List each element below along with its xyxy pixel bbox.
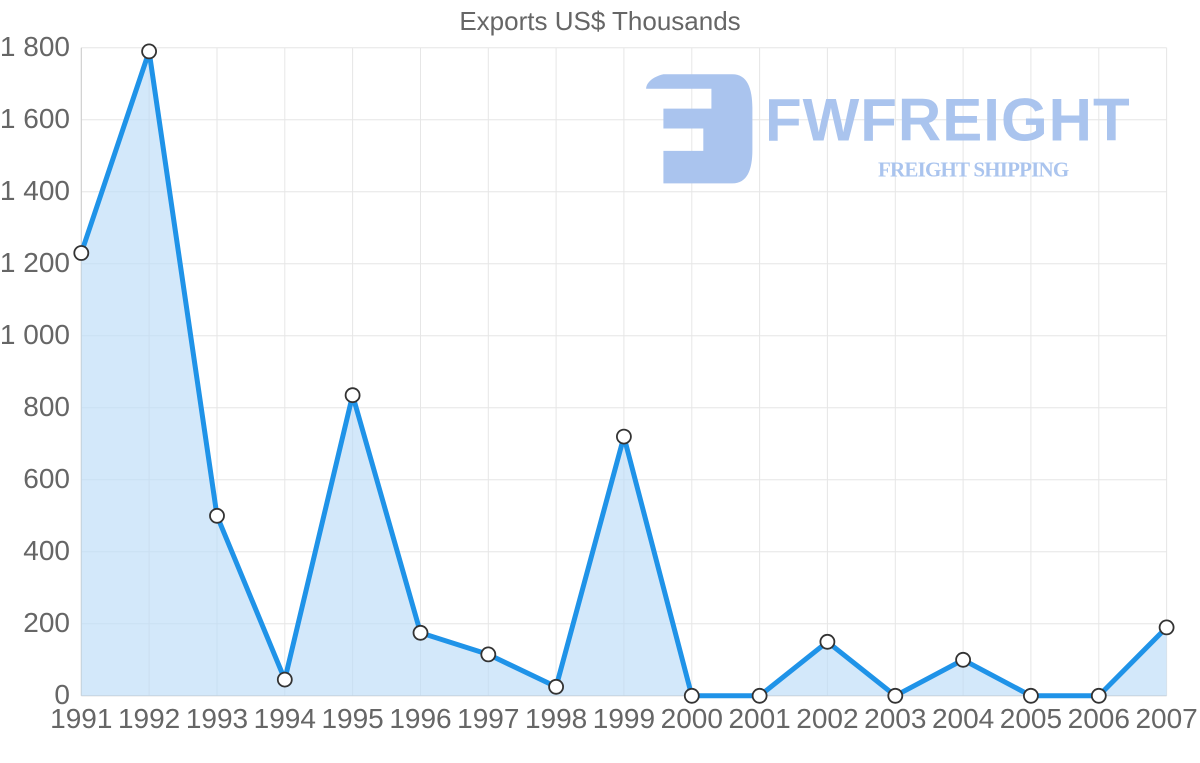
svg-text:1995: 1995: [321, 703, 383, 734]
svg-text:FREIGHT SHIPPING: FREIGHT SHIPPING: [878, 158, 1069, 182]
svg-text:2007: 2007: [1135, 703, 1197, 734]
svg-text:1 400: 1 400: [0, 175, 70, 206]
svg-text:2005: 2005: [1000, 703, 1062, 734]
svg-text:1998: 1998: [525, 703, 587, 734]
svg-text:1996: 1996: [389, 703, 451, 734]
svg-text:FWFREIGHT: FWFREIGHT: [765, 87, 1131, 154]
svg-text:1 600: 1 600: [0, 103, 70, 134]
svg-text:800: 800: [23, 391, 70, 422]
svg-text:2004: 2004: [932, 703, 994, 734]
svg-text:1994: 1994: [254, 703, 316, 734]
svg-text:600: 600: [23, 463, 70, 494]
svg-text:2002: 2002: [796, 703, 858, 734]
svg-text:2000: 2000: [661, 703, 723, 734]
svg-text:1992: 1992: [118, 703, 180, 734]
svg-text:2003: 2003: [864, 703, 926, 734]
svg-text:1993: 1993: [186, 703, 248, 734]
svg-text:200: 200: [23, 607, 70, 638]
svg-text:1 200: 1 200: [0, 247, 70, 278]
svg-text:2001: 2001: [728, 703, 790, 734]
svg-text:1999: 1999: [593, 703, 655, 734]
svg-text:1 000: 1 000: [0, 319, 70, 350]
svg-text:1991: 1991: [50, 703, 112, 734]
svg-text:400: 400: [23, 535, 70, 566]
svg-text:1997: 1997: [457, 703, 519, 734]
svg-text:2006: 2006: [1068, 703, 1130, 734]
svg-text:1 800: 1 800: [0, 31, 70, 62]
